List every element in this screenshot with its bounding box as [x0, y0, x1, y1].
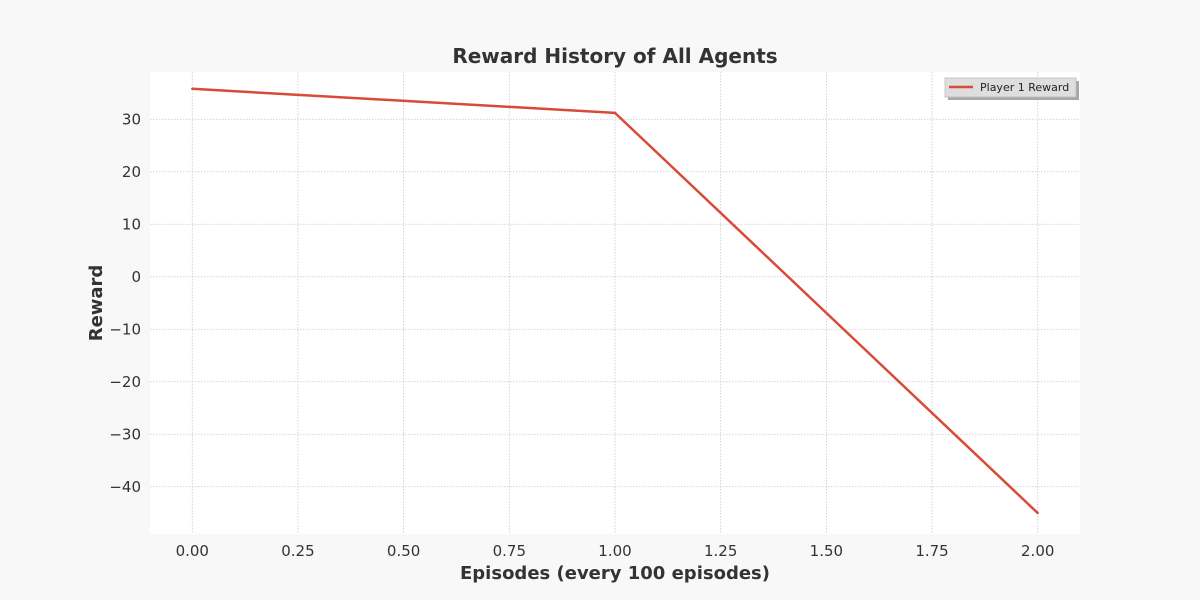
x-tick-label: 0.50 — [387, 542, 420, 560]
y-axis-ticks: 30 20 10 0 −10 −20 −30 −40 — [109, 110, 141, 496]
data-point — [191, 87, 194, 91]
series-layer — [191, 87, 1039, 515]
x-tick-label: 0.25 — [281, 542, 314, 560]
y-tick-label: −10 — [109, 320, 141, 338]
legend-label: Player 1 Reward — [980, 81, 1069, 94]
x-tick-label: 0.75 — [493, 542, 526, 560]
y-tick-label: 0 — [131, 268, 141, 286]
x-tick-label: 2.00 — [1021, 542, 1054, 560]
y-tick-label: 30 — [122, 110, 141, 128]
y-tick-label: 20 — [122, 163, 141, 181]
x-axis-label: Episodes (every 100 episodes) — [460, 563, 770, 584]
x-tick-label: 0.00 — [176, 542, 209, 560]
grid-lines — [150, 72, 1080, 534]
legend-box — [944, 77, 1077, 98]
y-tick-label: −30 — [109, 425, 141, 443]
x-tick-label: 1.00 — [598, 542, 631, 560]
x-tick-label: 1.25 — [704, 542, 737, 560]
y-tick-label: 10 — [122, 215, 141, 233]
data-point — [1036, 511, 1039, 515]
y-tick-label: −40 — [109, 478, 141, 496]
x-axis-ticks: 0.00 0.25 0.50 0.75 1.00 1.25 1.50 1.75 2.00 — [176, 542, 1055, 560]
legend: Player 1 Reward — [944, 77, 1079, 100]
chart-title: Reward History of All Agents — [452, 44, 777, 68]
x-tick-label: 1.75 — [915, 542, 948, 560]
data-point — [613, 111, 617, 115]
y-tick-label: −20 — [109, 373, 141, 391]
x-tick-label: 1.50 — [810, 542, 843, 560]
y-axis-label: Reward — [86, 265, 107, 342]
